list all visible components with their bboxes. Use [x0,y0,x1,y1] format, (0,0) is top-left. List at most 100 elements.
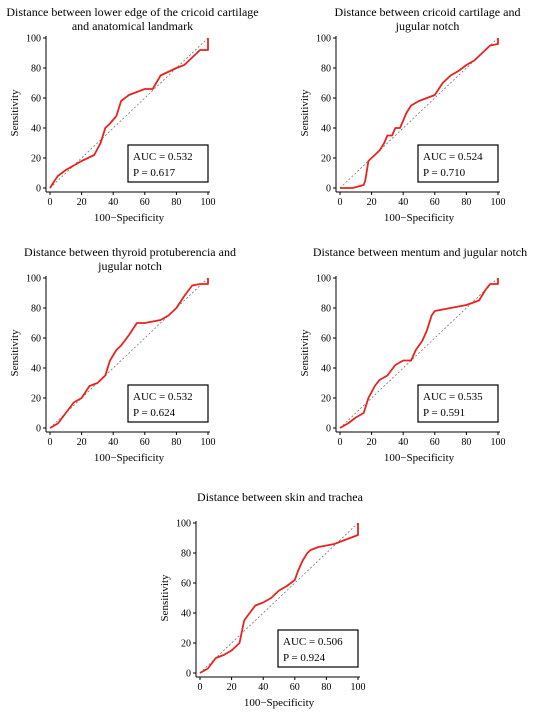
auc-value: AUC = 0.535 [423,391,483,403]
x-tick-label: 80 [461,197,471,208]
x-tick-label: 40 [398,437,408,448]
x-tick-label: 60 [290,682,300,693]
roc-chart-3: 0 20 40 60 80 100 0 20 40 60 80 100 100−Specificity S… [9,274,216,465]
y-tick-label: 40 [31,364,41,375]
x-tick-label: 80 [321,682,331,693]
auc-value: AUC = 0.532 [133,391,193,403]
auc-box-frame [417,384,499,423]
chart-title: Distance between thyroid protuberencia a… [24,245,236,273]
x-tick-label: 60 [140,437,150,448]
y-tick-label: 60 [31,94,41,105]
x-tick-label: 40 [108,197,118,208]
roc-chart-5: 0 20 40 60 80 100 0 20 40 60 80 100 100−Specificity S… [159,519,366,710]
x-tick-label: 0 [48,197,53,208]
reference-diagonal [49,277,209,429]
x-tick-label: 0 [198,682,203,693]
x-tick-label: 20 [367,197,377,208]
x-tick-label: 80 [171,197,181,208]
roc-chart-2: 0 20 40 60 80 100 0 20 40 60 80 100 100−Specificity S… [299,34,506,225]
y-tick-label: 80 [31,64,41,75]
y-tick-label: 40 [321,124,331,135]
y-tick-label: 60 [181,579,191,590]
roc-panel-2: Distance between cricoid cartilage and j… [299,5,540,235]
x-tick-label: 0 [48,437,53,448]
y-tick-label: 100 [176,519,191,530]
y-tick-label: 100 [316,274,331,285]
roc-panel-5: Distance between skin and trachea 0 20 40 6… [159,490,400,720]
roc-panel-3: Distance between thyroid protuberencia a… [9,245,250,475]
auc-box-frame [127,384,209,423]
roc-curve [339,278,499,429]
auc-value: AUC = 0.532 [133,151,193,163]
auc-value: AUC = 0.506 [283,636,343,648]
y-tick-label: 0 [326,184,331,195]
y-tick-label: 100 [26,34,41,45]
y-tick-label: 20 [181,639,191,650]
auc-box: AUC = 0.524 P = 0.710 [417,144,499,183]
y-tick-label: 40 [181,609,191,620]
y-tick-label: 0 [186,669,191,680]
y-tick-label: 80 [321,64,331,75]
x-tick-label: 0 [338,197,343,208]
x-tick-label: 20 [77,437,87,448]
roc-curve [199,523,359,674]
x-tick-label: 80 [171,437,181,448]
y-tick-label: 20 [321,154,331,165]
y-tick-label: 40 [31,124,41,135]
y-tick-label: 80 [181,549,191,560]
p-value: P = 0.617 [133,167,176,179]
auc-box-frame [277,629,359,668]
roc-curve [340,38,499,189]
x-tick-label: 40 [398,197,408,208]
auc-box: AUC = 0.506 P = 0.924 [277,629,359,668]
x-tick-label: 100 [201,437,216,448]
y-tick-label: 20 [31,154,41,165]
y-tick-label: 80 [321,304,331,315]
x-tick-label: 60 [430,197,440,208]
x-axis-label: 100−Specificity [94,452,165,464]
y-tick-label: 60 [321,94,331,105]
auc-box: AUC = 0.535 P = 0.591 [417,384,499,423]
x-axis-label: 100−Specificity [384,452,455,464]
y-tick-label: 40 [321,364,331,375]
y-tick-label: 60 [31,334,41,345]
y-tick-label: 100 [26,274,41,285]
y-tick-label: 0 [36,184,41,195]
p-value: P = 0.624 [133,407,176,419]
x-tick-label: 60 [140,197,150,208]
reference-diagonal [199,522,359,674]
y-tick-label: 60 [321,334,331,345]
x-axis-label: 100−Specificity [244,697,315,709]
y-axis-label: Sensitivity [299,89,311,137]
x-tick-label: 20 [77,197,87,208]
y-tick-label: 100 [316,34,331,45]
auc-box: AUC = 0.532 P = 0.624 [127,384,209,423]
y-tick-label: 20 [31,394,41,405]
chart-title: Distance between skin and trachea [197,490,363,504]
x-tick-label: 60 [430,437,440,448]
y-tick-label: 80 [31,304,41,315]
x-tick-label: 80 [461,437,471,448]
x-tick-label: 100 [491,437,506,448]
y-axis-label: Sensitivity [9,329,21,377]
y-tick-label: 20 [321,394,331,405]
x-tick-label: 100 [201,197,216,208]
p-value: P = 0.924 [283,652,326,664]
y-axis-label: Sensitivity [9,89,21,137]
auc-box: AUC = 0.532 P = 0.617 [127,144,209,183]
p-value: P = 0.591 [423,407,465,419]
roc-panel-4: Distance between mentum and jugular notc… [299,245,540,475]
chart-title: Distance between lower edge of the crico… [6,5,259,33]
roc-chart-4: 0 20 40 60 80 100 0 20 40 60 80 100 100−Specificity S… [299,274,506,465]
roc-chart-1: 0 20 40 60 80 100 0 20 40 60 80 100 100−Specificity S… [9,34,216,225]
auc-box-frame [417,144,499,183]
x-tick-label: 20 [367,437,377,448]
chart-title: Distance between cricoid cartilage and j… [334,5,521,33]
y-tick-label: 0 [326,424,331,435]
x-tick-label: 20 [227,682,237,693]
auc-value: AUC = 0.524 [423,151,483,163]
x-tick-label: 40 [258,682,268,693]
y-axis-label: Sensitivity [299,329,311,377]
roc-panel-1: Distance between lower edge of the crico… [6,5,258,235]
y-tick-label: 0 [36,424,41,435]
